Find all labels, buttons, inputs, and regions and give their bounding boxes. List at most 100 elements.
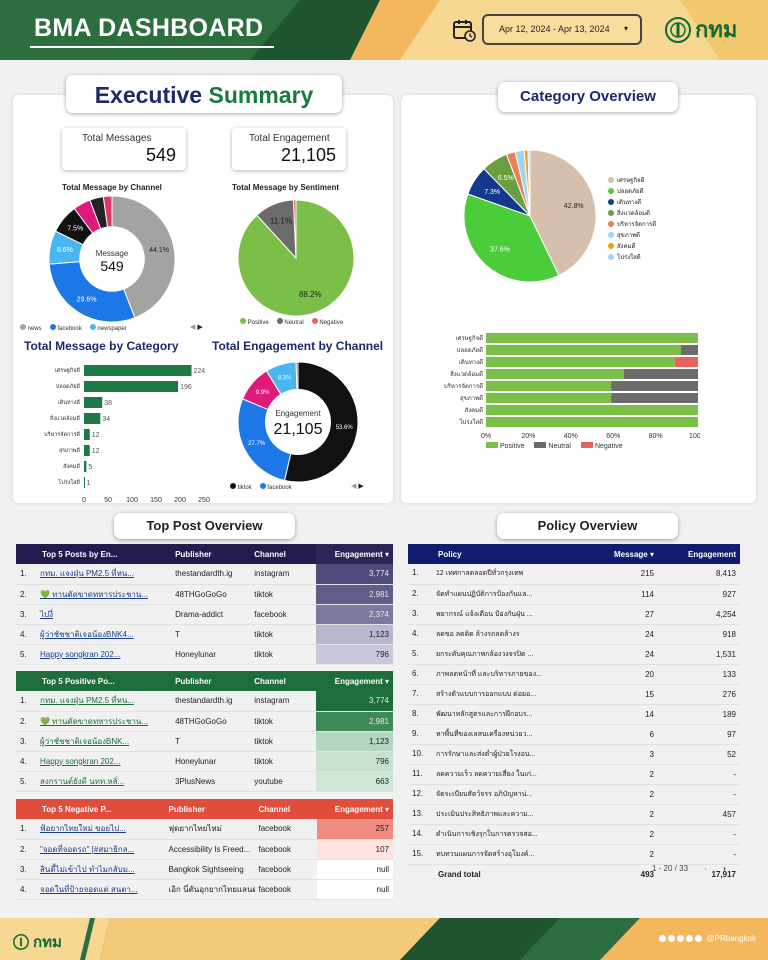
stacked-segment-neutral[interactable] <box>611 381 698 391</box>
table-row[interactable]: 15. ทบทวนแผนการจัดสร้างอุโมงค์... 2 - <box>408 844 740 865</box>
social-instagram-icon[interactable] <box>676 935 684 942</box>
stacked-segment-neutral[interactable] <box>681 345 698 355</box>
category-sentiment-stacked-bar[interactable]: เศรษฐกิจดีปลอดภัยดีเดินทางดีสิ่งแวดล้อมด… <box>410 328 700 460</box>
col-engagement-sorted[interactable]: Engagement ▾ <box>316 671 393 691</box>
sentiment-pie-chart[interactable]: 88.2% 11.1% <box>236 198 356 318</box>
cell-post[interactable]: 3. สินดี้ไม่เข้าไป ทำไมกลับม... <box>16 859 165 880</box>
table-row[interactable]: 5. ยกระดับคุณภาพกล้องวงจรปิด ... 24 1,531 <box>408 644 740 665</box>
bar-ปลอดภัยดี[interactable] <box>84 381 179 392</box>
col-channel[interactable]: Channel <box>254 799 318 819</box>
post-link[interactable]: Happy songkran 202... <box>40 649 121 659</box>
stacked-segment-positive[interactable] <box>486 393 612 403</box>
table-row[interactable]: 2. 💚 ทานตัดขาดทหารประชาน... 48THGoGoGo ti… <box>16 584 393 605</box>
cell-post[interactable]: 5. สงกรานต์ยังดี นทท.หลั่... <box>16 771 172 792</box>
table-row[interactable]: 3. ผู้ว่าชัชชาติเจอน้องBNK... T tiktok 1,… <box>16 731 393 752</box>
date-range-picker[interactable]: Apr 12, 2024 - Apr 13, 2024 ▾ <box>482 14 642 45</box>
table-row[interactable]: 12. จัดระเบียบสัตว์จรร อภิบัญหาน่... 2 - <box>408 784 740 805</box>
pie-slice-เศรษฐกิจดี[interactable] <box>529 149 597 277</box>
category-bar-chart[interactable]: เศรษฐกิจดี 224 ปลอดภัยดี 196 เดินทางดี 38 สิ่ง… <box>18 358 218 508</box>
col-publisher[interactable]: Publisher <box>171 544 251 564</box>
social-facebook-icon[interactable] <box>658 935 666 942</box>
stacked-segment-positive[interactable] <box>486 345 682 355</box>
stacked-segment-positive[interactable] <box>486 417 698 427</box>
pie-slice-ปลอดภัยดี[interactable] <box>463 193 560 283</box>
channel-legend-pager[interactable]: ◀ ▶ <box>190 324 203 331</box>
col-publisher[interactable]: Publisher <box>171 671 251 691</box>
table-row[interactable]: 10. การรักษาและส่งต่ำผู้ป่วยโรงอน... 3 52 <box>408 744 740 765</box>
stacked-segment-positive[interactable] <box>486 381 612 391</box>
calendar-icon[interactable] <box>452 18 476 42</box>
post-link[interactable]: Happy songkran 202... <box>40 756 121 766</box>
stacked-segment-positive[interactable] <box>486 369 624 379</box>
table-row[interactable]: 1. 12 เทศกาลตลอดปีทั่วกรุงเทพ 215 8,413 <box>408 564 740 585</box>
table-row[interactable]: 4. จอดในที่ป้ายจอดแต่ สนตา... เอิก นี่ตัน… <box>16 879 393 900</box>
post-link[interactable]: จอดในที่ป้ายจอดแต่ สนตา... <box>40 884 138 894</box>
social-x-icon[interactable] <box>667 935 675 942</box>
bar-เศรษฐกิจดี[interactable] <box>84 365 192 376</box>
col-post[interactable]: Top 5 Negative P... <box>16 799 165 819</box>
table-row[interactable]: 4. Happy songkran 202... Honeylunar tikto… <box>16 751 393 772</box>
social-tiktok-icon[interactable] <box>694 935 702 942</box>
table-row[interactable]: 6. ภาพลดหน้าที่ และบริหารภายของ... 20 133 <box>408 664 740 685</box>
cell-post[interactable]: 4. ผู้ว่าชัชชาติเจอน้องBNK4... <box>16 624 172 645</box>
table-row[interactable]: 3. สินดี้ไม่เข้าไป ทำไมกลับม... Bangkok S… <box>16 859 393 880</box>
cell-post[interactable]: 3. ผู้ว่าชัชชาติเจอน้องBNK... <box>16 731 172 752</box>
table-row[interactable]: 4. ลดขอ ลดติด ล้างรถลดล้างร 24 918 <box>408 624 740 645</box>
table-row[interactable]: 9. หาพื้นที่ของเลสนเครื่องหน่วยว... 6 97 <box>408 724 740 745</box>
engagement-donut-chart[interactable]: 53.6% 27.7% 9.9% 8.3% Engagement 21,105 <box>236 360 360 484</box>
table-row[interactable]: 2. จัดทำแผนปฏิบัติการป้องกันแล... 114 927 <box>408 584 740 605</box>
post-link[interactable]: 💚 ทานตัดขาดทหารประชาน... <box>40 589 149 599</box>
table-row[interactable]: 7. สร้างตัวแบบการออกแบบ ต่อยอ... 15 276 <box>408 684 740 705</box>
cell-post[interactable]: 2. "จอดที่จอดรถ" [#สมาธิกล... <box>16 839 165 860</box>
table-row[interactable]: 1. ฟ้อยากไทยใหม่ ขอยไป... ฟุดยากไทยไหม่ f… <box>16 819 393 840</box>
cell-post[interactable]: 1. กทม. แจงฝุ่น PM2.5 ที่หน... <box>16 564 172 585</box>
stacked-segment-negative[interactable] <box>674 357 698 367</box>
post-link[interactable]: ผู้ว่าชัชชาติเจอน้องBNK4... <box>40 629 134 639</box>
bar-บริหารจัดการดี[interactable] <box>84 429 90 440</box>
table-row[interactable]: 1. กทม. แจงฝุ่น PM2.5 ที่หน... thestandar… <box>16 691 393 712</box>
pie-slice-Negative[interactable] <box>292 199 297 259</box>
social-youtube-icon[interactable] <box>685 935 693 942</box>
post-link[interactable]: สินดี้ไม่เข้าไป ทำไมกลับม... <box>40 864 135 874</box>
cell-post[interactable]: 3. ไปงี่ <box>16 604 172 625</box>
post-link[interactable]: ผู้ว่าชัชชาติเจอน้องBNK... <box>40 736 130 746</box>
pager-prev-icon[interactable]: ‹ <box>704 864 707 873</box>
col-engagement-sorted[interactable]: Engagement ▾ <box>316 544 393 564</box>
col-channel[interactable]: Channel <box>250 671 317 691</box>
pie-slice-โปร่งใสดี[interactable] <box>527 149 531 217</box>
cell-post[interactable]: 1. ฟ้อยากไทยใหม่ ขอยไป... <box>16 819 165 840</box>
col-post[interactable]: Top 5 Posts by En... <box>16 544 172 564</box>
post-link[interactable]: กทม. แจงฝุ่น PM2.5 ที่หน... <box>40 696 134 706</box>
table-row[interactable]: 4. ผู้ว่าชัชชาติเจอน้องBNK4... T tiktok 1… <box>16 624 393 645</box>
cell-post[interactable]: 5. Happy songkran 202... <box>16 644 172 665</box>
social-handle[interactable]: @PRbangkok <box>706 934 756 943</box>
table-row[interactable]: 5. Happy songkran 202... Honeylunar tikto… <box>16 644 393 665</box>
table-row[interactable]: 3. พยากรณ์ แจ้งเตือน ป้องกันฝุ่น ... 27 4… <box>408 604 740 625</box>
post-link[interactable]: 💚 ทานตัดขาดทหารประชาน... <box>40 716 149 726</box>
cell-post[interactable]: 2. 💚 ทานตัดขาดทหารประชาน... <box>16 711 172 732</box>
col-message-sorted[interactable]: Message ▾ <box>588 544 658 564</box>
post-link[interactable]: ฟ้อยากไทยใหม่ ขอยไป... <box>40 824 126 834</box>
post-link[interactable]: ไปงี่ <box>40 609 54 619</box>
stacked-segment-positive[interactable] <box>486 405 698 415</box>
bar-โปร่งใสดี[interactable] <box>84 477 85 488</box>
table-row[interactable]: 5. สงกรานต์ยังดี นทท.หลั่... 3PlusNews yo… <box>16 771 393 792</box>
table-row[interactable]: 13. ประเมินประสิทธิภาพและความ... 2 457 <box>408 804 740 825</box>
bar-สังคมดี[interactable] <box>84 461 87 472</box>
stacked-segment-neutral[interactable] <box>611 393 698 403</box>
col-engagement[interactable]: Engagement <box>658 544 740 564</box>
table-row[interactable]: 1. กทม. แจงฝุ่น PM2.5 ที่หน... thestandar… <box>16 564 393 585</box>
post-link[interactable]: กทม. แจงฝุ่น PM2.5 ที่หน... <box>40 569 134 579</box>
table-row[interactable]: 14. ดำเนินการเชิงรุกในการตรวจสอ... 2 - <box>408 824 740 845</box>
col-channel[interactable]: Channel <box>250 544 317 564</box>
bar-สุขภาพดี[interactable] <box>84 445 90 456</box>
table-row[interactable]: 11. ลดความเร็ว ลดความเสี่ยง ในเก่... 2 - <box>408 764 740 785</box>
post-link[interactable]: "จอดที่จอดรถ" [#สมาธิกล... <box>40 844 135 854</box>
category-pie-chart[interactable]: 42.8% 37.6% 7.3% 6.5% <box>462 148 598 284</box>
table-row[interactable]: 3. ไปงี่ Drama-addict facebook 2,374 <box>16 604 393 625</box>
table-row[interactable]: 2. "จอดที่จอดรถ" [#สมาธิกล... Accessibili… <box>16 839 393 860</box>
stacked-segment-positive[interactable] <box>486 357 675 367</box>
pager-next-icon[interactable]: › <box>723 864 726 873</box>
post-link[interactable]: สงกรานต์ยังดี นทท.หลั่... <box>40 776 125 786</box>
